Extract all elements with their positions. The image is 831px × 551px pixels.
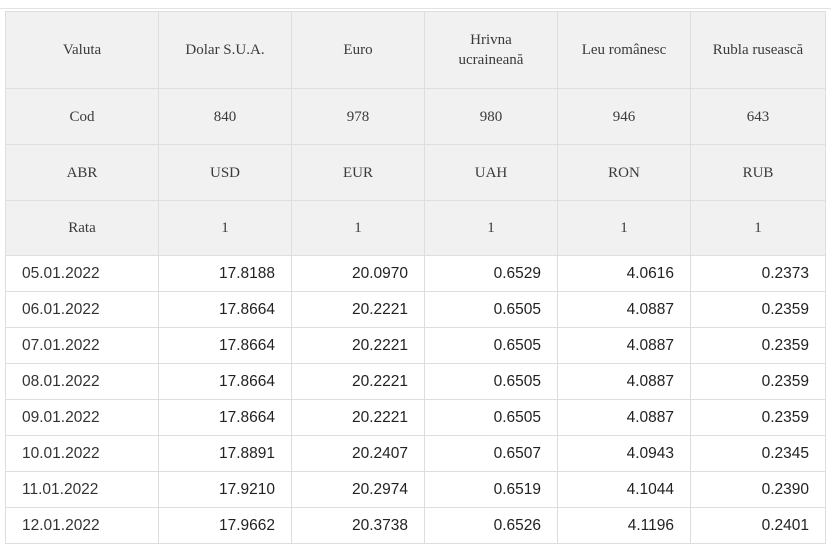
header-cell: Rubla rusească [690, 11, 826, 89]
header-cell: 946 [557, 88, 691, 145]
table-row: 10.01.2022 17.8891 20.2407 0.6507 4.0943… [5, 435, 826, 472]
rate-cell: 0.6519 [424, 471, 558, 508]
exchange-rates-table: Valuta Dolar S.U.A. Euro Hrivna ucrainea… [5, 11, 826, 544]
header-cell: 643 [690, 88, 826, 145]
rate-cell: 17.8664 [158, 327, 292, 364]
header-cell: Hrivna ucraineană [424, 11, 558, 89]
header-row-code: Cod 840 978 980 946 643 [5, 88, 826, 145]
rate-cell: 0.2390 [690, 471, 826, 508]
table-row: 12.01.2022 17.9662 20.3738 0.6526 4.1196… [5, 507, 826, 544]
header-cell: Dolar S.U.A. [158, 11, 292, 89]
rate-cell: 4.0616 [557, 255, 691, 292]
rate-cell: 0.6526 [424, 507, 558, 544]
rate-cell: 0.2359 [690, 327, 826, 364]
rate-cell: 0.6507 [424, 435, 558, 472]
rate-cell: 0.6505 [424, 399, 558, 436]
header-cell: Leu românesc [557, 11, 691, 89]
rate-cell: 17.8664 [158, 291, 292, 328]
table-row: 08.01.2022 17.8664 20.2221 0.6505 4.0887… [5, 363, 826, 400]
date-cell: 05.01.2022 [5, 255, 159, 292]
rate-cell: 4.0887 [557, 291, 691, 328]
rate-cell: 0.6529 [424, 255, 558, 292]
header-row-rate: Rata 1 1 1 1 1 [5, 200, 826, 256]
header-cell: 1 [690, 200, 826, 256]
rate-cell: 20.3738 [291, 507, 425, 544]
date-cell: 12.01.2022 [5, 507, 159, 544]
table-row: 09.01.2022 17.8664 20.2221 0.6505 4.0887… [5, 399, 826, 436]
table-body: 05.01.2022 17.8188 20.0970 0.6529 4.0616… [5, 255, 826, 544]
header-cell: 978 [291, 88, 425, 145]
table-row: 06.01.2022 17.8664 20.2221 0.6505 4.0887… [5, 291, 826, 328]
header-cell: UAH [424, 144, 558, 201]
table-row: 11.01.2022 17.9210 20.2974 0.6519 4.1044… [5, 471, 826, 508]
rate-cell: 20.2221 [291, 399, 425, 436]
rate-cell: 4.1044 [557, 471, 691, 508]
rate-cell: 17.8664 [158, 399, 292, 436]
rate-cell: 4.0943 [557, 435, 691, 472]
header-cell: RON [557, 144, 691, 201]
rate-cell: 17.9210 [158, 471, 292, 508]
top-divider [0, 8, 831, 9]
header-cell-text: Hrivna ucraineană [458, 32, 524, 68]
rate-cell: 4.0887 [557, 363, 691, 400]
rate-cell: 20.2407 [291, 435, 425, 472]
rate-cell: 4.1196 [557, 507, 691, 544]
rate-cell: 0.2401 [690, 507, 826, 544]
rate-cell: 4.0887 [557, 327, 691, 364]
rate-cell: 17.8188 [158, 255, 292, 292]
date-cell: 07.01.2022 [5, 327, 159, 364]
header-cell: RUB [690, 144, 826, 201]
rate-cell: 20.2221 [291, 291, 425, 328]
rate-cell: 4.0887 [557, 399, 691, 436]
date-cell: 10.01.2022 [5, 435, 159, 472]
rate-cell: 0.2345 [690, 435, 826, 472]
header-cell: 1 [557, 200, 691, 256]
table-header: Valuta Dolar S.U.A. Euro Hrivna ucrainea… [5, 11, 826, 256]
header-label: Rata [5, 200, 159, 256]
rate-cell: 0.2359 [690, 363, 826, 400]
header-cell: 840 [158, 88, 292, 145]
date-cell: 11.01.2022 [5, 471, 159, 508]
date-cell: 06.01.2022 [5, 291, 159, 328]
header-row-abr: ABR USD EUR UAH RON RUB [5, 144, 826, 201]
table-row: 07.01.2022 17.8664 20.2221 0.6505 4.0887… [5, 327, 826, 364]
header-cell: 980 [424, 88, 558, 145]
header-cell: USD [158, 144, 292, 201]
header-label: Cod [5, 88, 159, 145]
rate-cell: 0.2359 [690, 291, 826, 328]
date-cell: 09.01.2022 [5, 399, 159, 436]
header-cell: 1 [158, 200, 292, 256]
rate-cell: 20.2974 [291, 471, 425, 508]
header-cell: Euro [291, 11, 425, 89]
rate-cell: 17.8664 [158, 363, 292, 400]
rate-cell: 20.2221 [291, 327, 425, 364]
rate-cell: 20.0970 [291, 255, 425, 292]
rate-cell: 0.6505 [424, 327, 558, 364]
table-row: 05.01.2022 17.8188 20.0970 0.6529 4.0616… [5, 255, 826, 292]
rate-cell: 0.2373 [690, 255, 826, 292]
header-cell: 1 [291, 200, 425, 256]
header-label: Valuta [5, 11, 159, 89]
rate-cell: 17.8891 [158, 435, 292, 472]
header-label: ABR [5, 144, 159, 201]
rate-cell: 17.9662 [158, 507, 292, 544]
header-row-currency: Valuta Dolar S.U.A. Euro Hrivna ucrainea… [5, 11, 826, 89]
header-cell: 1 [424, 200, 558, 256]
rate-cell: 0.6505 [424, 363, 558, 400]
rate-cell: 0.6505 [424, 291, 558, 328]
header-cell: EUR [291, 144, 425, 201]
rate-cell: 20.2221 [291, 363, 425, 400]
date-cell: 08.01.2022 [5, 363, 159, 400]
rate-cell: 0.2359 [690, 399, 826, 436]
